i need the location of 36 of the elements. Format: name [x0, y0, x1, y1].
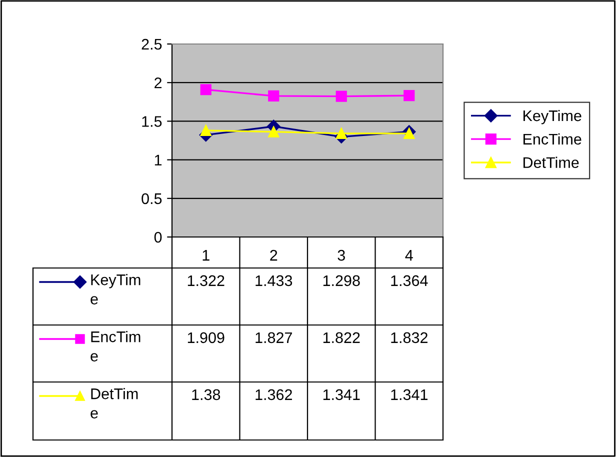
point	[268, 126, 280, 138]
point	[336, 90, 347, 102]
data-label: 1.341	[323, 389, 360, 400]
text: KeyTime	[90, 274, 140, 304]
y-tick-label: 1	[154, 154, 162, 166]
data-label: 1.364	[391, 275, 428, 286]
y-tick-label: 0.5	[142, 193, 162, 204]
y-tick-label: 2	[154, 77, 162, 88]
point	[404, 90, 415, 102]
point	[336, 128, 347, 140]
x-tick-label: 2	[270, 250, 278, 261]
point	[268, 90, 280, 102]
text: EncTime	[90, 331, 140, 362]
point	[200, 84, 212, 96]
data-label: 1.322	[188, 275, 224, 286]
y-tick-label: 0	[154, 232, 162, 243]
point	[404, 128, 415, 140]
data-label: 1.341	[391, 389, 428, 400]
x-tick-label: 4	[405, 250, 413, 261]
data-label: 1.38	[192, 389, 220, 400]
y-tick-label: 2.5	[142, 38, 162, 50]
x-tick-label: 1	[202, 250, 210, 261]
data-label: 1.362	[256, 389, 292, 400]
x-tick-label: 3	[338, 250, 345, 261]
legend-label: KeyTime	[524, 110, 582, 124]
point	[200, 124, 212, 136]
data-label: 1.298	[323, 275, 360, 286]
data-label: 1.909	[188, 332, 224, 344]
text: DetTime	[90, 388, 138, 418]
legend-label: EncTime	[524, 133, 582, 145]
data-label: 1.827	[256, 332, 292, 344]
data-label: 1.832	[391, 332, 428, 344]
y-tick-label: 1.5	[142, 116, 162, 127]
data-label: 1.433	[256, 275, 292, 286]
data-label: 1.822	[323, 332, 360, 344]
legend-label: DetTime	[524, 156, 579, 168]
